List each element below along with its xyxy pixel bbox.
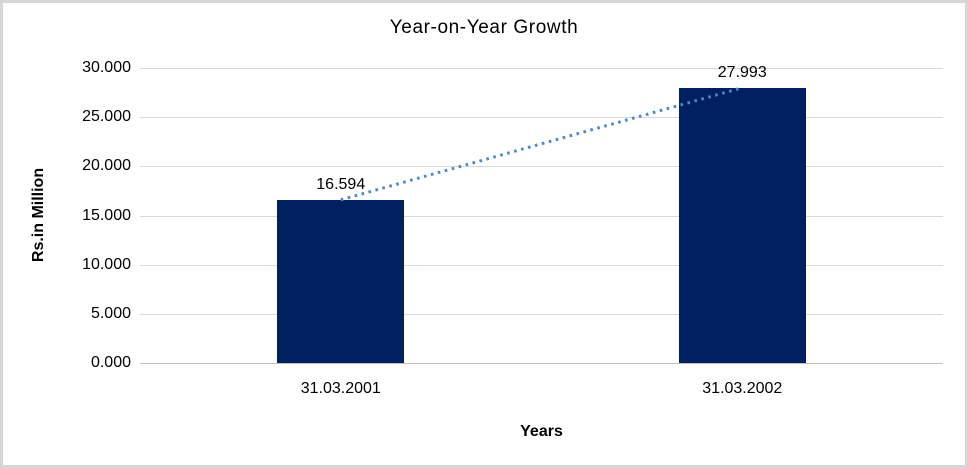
x-axis-tick-labels: 31.03.2001 31.03.2002: [140, 380, 943, 398]
bar-31-03-2002: [678, 87, 806, 363]
data-label-2001: 16.594: [316, 175, 366, 193]
y-tick-label: 25.000: [82, 108, 131, 126]
y-tick-label: 15.000: [82, 206, 131, 224]
gridline: [140, 264, 943, 266]
gridline: [140, 166, 943, 168]
x-axis-title: Years: [520, 423, 563, 440]
gridline: [140, 215, 943, 217]
x-tick-label-2001: 31.03.2001: [300, 380, 381, 397]
x-axis-line: [140, 363, 943, 364]
gridline: [140, 313, 943, 315]
y-tick-label: 10.000: [82, 255, 131, 273]
y-tick-label: 5.000: [90, 304, 131, 322]
chart-title: Year-on-Year Growth: [389, 17, 579, 38]
gridline: [140, 68, 943, 69]
plot-area: 16.594 27.993: [140, 64, 943, 364]
data-label-2002: 27.993: [717, 63, 767, 81]
gridline: [140, 117, 943, 119]
trendline: [340, 86, 743, 202]
y-tick-label: 20.000: [82, 157, 131, 175]
bar-31-03-2001: [277, 199, 405, 363]
y-tick-label: 30.000: [82, 59, 131, 76]
x-tick-label-2002: 31.03.2002: [702, 380, 783, 397]
y-tick-label: 0.000: [90, 354, 131, 371]
